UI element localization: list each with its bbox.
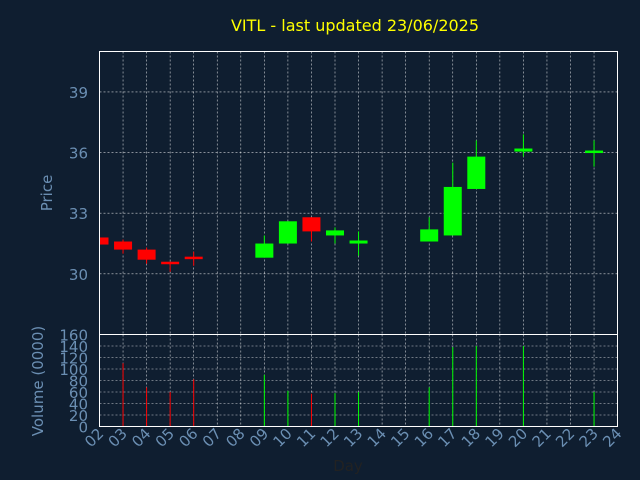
candle-body: [326, 230, 344, 236]
candle-body: [514, 148, 533, 152]
candle-body: [420, 229, 439, 242]
volume-tick-label: 80: [69, 373, 88, 391]
x-tick-label: 07: [199, 425, 225, 451]
x-tick-label: 03: [105, 425, 131, 451]
volume-axis-label: Volume (0000): [29, 326, 47, 436]
x-tick-label: 09: [246, 425, 272, 451]
x-tick-label: 06: [175, 425, 201, 451]
candle-body: [443, 186, 462, 236]
price-tick-label: 36: [69, 145, 88, 163]
candle-body: [467, 156, 486, 189]
volume-tick-label: 140: [59, 338, 88, 356]
volume-tick-label: 60: [69, 384, 88, 402]
x-tick-label: 13: [340, 425, 366, 451]
x-tick-label: 04: [128, 425, 154, 451]
price-axis-label: Price: [38, 175, 56, 212]
x-tick-label: 18: [458, 425, 484, 451]
price-tick-label: 33: [69, 205, 88, 223]
volume-tick-label: 0: [78, 419, 88, 437]
volume-tick-label: 40: [69, 396, 88, 414]
x-tick-label: 12: [317, 425, 343, 451]
x-tick-label: 10: [269, 425, 295, 451]
volume-frame: [99, 334, 618, 427]
price-tick-label: 30: [69, 266, 88, 284]
x-tick-label: 22: [552, 425, 578, 451]
volume-tick-label: 160: [59, 327, 88, 345]
x-tick-labels: 0203040506070809101112131415161718192021…: [81, 425, 625, 451]
candle-body: [302, 217, 321, 232]
x-tick-label: 21: [529, 425, 555, 451]
x-tick-label: 17: [434, 425, 460, 451]
price-panel: 30 33 36 39: [69, 51, 618, 335]
candle-body: [349, 240, 368, 244]
candle-body: [585, 150, 604, 154]
x-axis-label: Day: [333, 457, 363, 475]
x-tick-label: 24: [599, 425, 625, 451]
candle-body: [114, 241, 133, 250]
candle-body: [161, 261, 180, 265]
candle-body: [278, 221, 297, 244]
x-tick-label: 11: [293, 425, 319, 451]
x-tick-label: 14: [364, 425, 390, 451]
x-tick-label: 23: [576, 425, 602, 451]
candle-body: [99, 237, 109, 245]
x-tick-label: 16: [411, 425, 437, 451]
candle-body: [184, 256, 203, 260]
volume-tick-label: 100: [59, 361, 88, 379]
candle-body: [255, 243, 274, 258]
chart-title: VITL - last updated 23/06/2025: [231, 16, 479, 35]
price-tick-label: 39: [69, 84, 88, 102]
volume-tick-label: 120: [59, 350, 88, 368]
x-tick-label: 05: [152, 425, 178, 451]
x-tick-label: 20: [505, 425, 531, 451]
x-tick-label: 19: [481, 425, 507, 451]
x-tick-label: 08: [222, 425, 248, 451]
volume-tick-label: 20: [69, 407, 88, 425]
x-tick-label: 15: [387, 425, 413, 451]
candle-body: [137, 249, 156, 260]
